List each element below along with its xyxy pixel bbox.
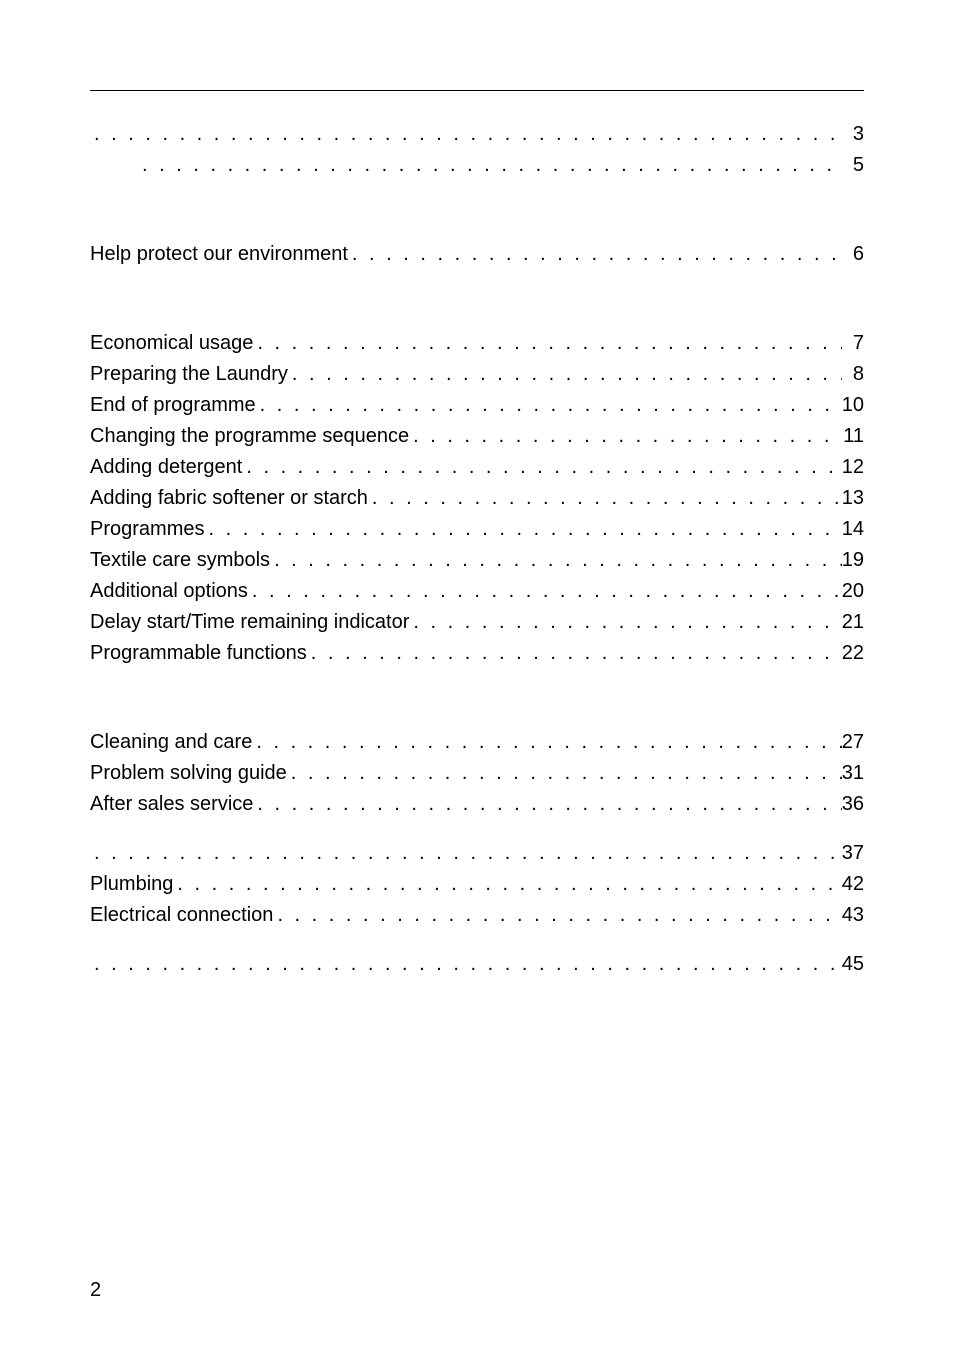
- toc-row: After sales service 36: [90, 789, 864, 820]
- page-container: 35 Help protect our environment 6 Economica…: [0, 0, 954, 1352]
- toc-page-number: 11: [842, 421, 864, 452]
- toc-page-number: 14: [842, 514, 864, 545]
- toc-row: Economical usage 7: [90, 328, 864, 359]
- toc-label: Problem solving guide: [90, 758, 287, 789]
- toc-leader-dots: [173, 869, 841, 900]
- toc-label: Economical usage: [90, 328, 253, 359]
- toc-leader-dots: [90, 949, 842, 980]
- toc-page-number: 5: [842, 150, 864, 181]
- toc-row: Preparing the Laundry 8: [90, 359, 864, 390]
- toc-label: Textile care symbols: [90, 545, 270, 576]
- toc-page-number: 37: [842, 838, 864, 869]
- table-of-contents: 35 Help protect our environment 6 Economica…: [90, 119, 864, 980]
- toc-row: Adding detergent 12: [90, 452, 864, 483]
- toc-leader-dots: [242, 452, 841, 483]
- toc-leader-dots: [409, 421, 842, 452]
- toc-row: Changing the programme sequence 11: [90, 421, 864, 452]
- toc-page-number: 22: [842, 638, 864, 669]
- toc-label: Additional options: [90, 576, 248, 607]
- toc-label: End of programme: [90, 390, 256, 421]
- toc-page-number: 3: [842, 119, 864, 150]
- toc-leader-dots: [287, 758, 842, 789]
- toc-page-number: 8: [842, 359, 864, 390]
- toc-leader-dots: [256, 390, 842, 421]
- toc-label: Help protect our environment: [90, 239, 348, 270]
- toc-label: Programmes: [90, 514, 204, 545]
- toc-label: Adding detergent: [90, 452, 242, 483]
- toc-leader-dots: [204, 514, 841, 545]
- toc-page-number: 31: [842, 758, 864, 789]
- toc-page-number: 36: [842, 789, 864, 820]
- toc-page-number: 10: [842, 390, 864, 421]
- page-number: 2: [90, 1279, 101, 1302]
- toc-leader-dots: [253, 789, 841, 820]
- toc-page-number: 42: [842, 869, 864, 900]
- toc-page-number: 43: [842, 900, 864, 931]
- toc-leader-dots: [248, 576, 842, 607]
- toc-page-number: 7: [842, 328, 864, 359]
- toc-leader-dots: [90, 838, 842, 869]
- toc-leader-dots: [252, 727, 841, 758]
- toc-leader-dots: [253, 328, 841, 359]
- toc-row: End of programme 10: [90, 390, 864, 421]
- toc-leader-dots: [409, 607, 841, 638]
- toc-row: Cleaning and care 27: [90, 727, 864, 758]
- toc-row: Programmable functions 22: [90, 638, 864, 669]
- toc-gap: [90, 181, 864, 239]
- toc-label: After sales service: [90, 789, 253, 820]
- toc-label: Preparing the Laundry: [90, 359, 288, 390]
- toc-row: Delay start/Time remaining indicator 21: [90, 607, 864, 638]
- toc-page-number: 27: [842, 727, 864, 758]
- toc-leader-dots: [288, 359, 842, 390]
- toc-leader-dots: [273, 900, 841, 931]
- toc-row: Adding fabric softener or starch 13: [90, 483, 864, 514]
- toc-gap: [90, 820, 864, 838]
- toc-label: Plumbing: [90, 869, 173, 900]
- toc-page-number: 19: [842, 545, 864, 576]
- toc-page-number: 6: [842, 239, 864, 270]
- toc-label: Delay start/Time remaining indicator: [90, 607, 409, 638]
- toc-leader-dots: [138, 150, 842, 181]
- toc-row: Plumbing 42: [90, 869, 864, 900]
- toc-page-number: 13: [842, 483, 864, 514]
- toc-label: Changing the programme sequence: [90, 421, 409, 452]
- toc-page-number: 21: [842, 607, 864, 638]
- top-rule: [90, 90, 864, 91]
- toc-row: Textile care symbols 19: [90, 545, 864, 576]
- toc-row: 37: [90, 838, 864, 869]
- toc-page-number: 12: [842, 452, 864, 483]
- toc-row: Additional options 20: [90, 576, 864, 607]
- toc-leader-dots: [307, 638, 842, 669]
- toc-row: Help protect our environment 6: [90, 239, 864, 270]
- toc-leader-dots: [348, 239, 842, 270]
- toc-row: 3: [90, 119, 864, 150]
- toc-row: Electrical connection 43: [90, 900, 864, 931]
- toc-row: 5: [90, 150, 864, 181]
- toc-row: 45: [90, 949, 864, 980]
- toc-page-number: 45: [842, 949, 864, 980]
- toc-label: Programmable functions: [90, 638, 307, 669]
- toc-label: Electrical connection: [90, 900, 273, 931]
- toc-leader-dots: [270, 545, 842, 576]
- toc-gap: [90, 669, 864, 727]
- toc-page-number: 20: [842, 576, 864, 607]
- toc-row: Programmes 14: [90, 514, 864, 545]
- toc-label: Adding fabric softener or starch: [90, 483, 368, 514]
- toc-gap: [90, 931, 864, 949]
- toc-label: Cleaning and care: [90, 727, 252, 758]
- toc-row: Problem solving guide 31: [90, 758, 864, 789]
- toc-leader-dots: [368, 483, 842, 514]
- toc-leader-dots: [90, 119, 842, 150]
- toc-gap: [90, 270, 864, 328]
